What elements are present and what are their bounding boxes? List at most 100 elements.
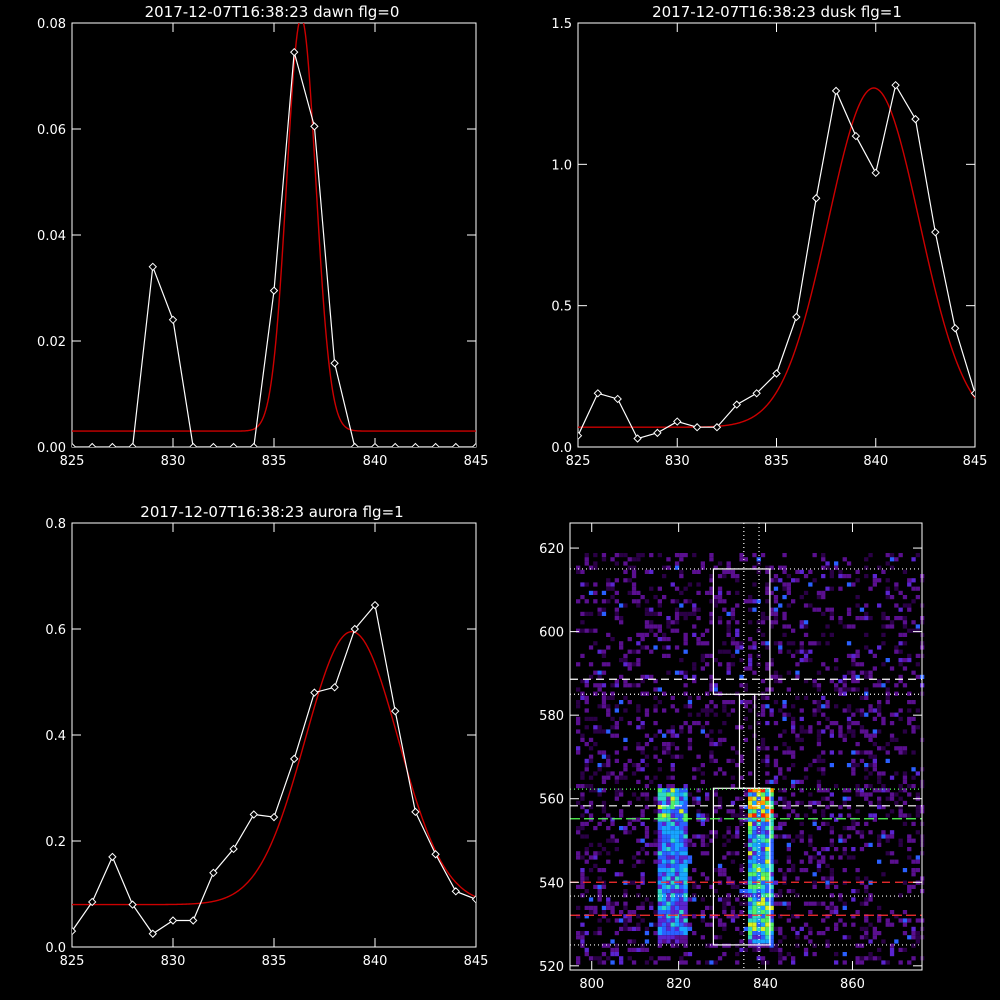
heatmap-pixel	[683, 872, 688, 877]
heatmap-pixel	[821, 704, 826, 709]
heatmap-pixel	[722, 943, 727, 948]
heatmap-pixel	[722, 842, 727, 847]
heatmap-pixel	[855, 708, 860, 713]
heatmap-pixel	[722, 952, 727, 957]
heatmap-pixel	[606, 897, 611, 902]
heatmap-pixel	[705, 922, 710, 927]
heatmap-pixel	[902, 931, 908, 936]
aurora-xtick-label: 835	[262, 954, 287, 969]
heatmap-pixel	[739, 939, 744, 944]
heatmap-pixel	[915, 725, 920, 730]
heatmap-pixel	[803, 603, 809, 608]
heatmap-pixel	[730, 758, 736, 763]
heatmap-pixel	[881, 872, 886, 877]
heatmap-pixel	[627, 817, 632, 822]
aurora-panel: 2017-12-07T16:38:23 aurora flg=1 825 830 8…	[45, 503, 488, 969]
heatmap-pixel	[627, 578, 632, 583]
heatmap-pixel	[885, 590, 890, 595]
heatmap-pixel	[821, 767, 826, 772]
heatmap-pixel	[683, 800, 688, 805]
heatmap-pixel	[748, 821, 753, 826]
heatmap-pixel	[666, 788, 671, 793]
heatmap-pixel	[683, 943, 688, 948]
heatmap-pixel	[885, 838, 890, 843]
heatmap-pixel	[623, 679, 628, 684]
heatmap-pixel	[597, 687, 602, 692]
heatmap-pixel	[769, 910, 774, 915]
heatmap-pixel	[778, 834, 783, 839]
heatmap-pixel	[576, 784, 581, 789]
heatmap-pixel	[593, 561, 598, 566]
heatmap-pixel	[700, 632, 705, 637]
heatmap-pixel	[864, 842, 869, 847]
heatmap-pixel	[709, 586, 714, 591]
heatmap-pixel	[799, 569, 804, 574]
heatmap-pixel	[662, 901, 667, 906]
heatmap-pixel	[601, 590, 607, 595]
heatmap-pixel	[791, 578, 796, 583]
heatmap-pixel	[855, 603, 860, 608]
heatmap-pixel	[657, 796, 662, 801]
heatmap-pixel	[601, 779, 607, 784]
heatmap-pixel	[606, 905, 611, 910]
heatmap-pixel	[842, 679, 847, 684]
heatmap-pixel	[748, 834, 753, 839]
heatmap-pixel	[851, 729, 856, 734]
heatmap-pixel	[915, 859, 920, 864]
heatmap-pixel	[619, 918, 624, 923]
heatmap-pixel	[726, 897, 731, 902]
dusk-xtick-label: 845	[963, 454, 988, 469]
heatmap-pixel	[803, 632, 809, 637]
heatmap-pixel	[877, 645, 882, 650]
heatmap-pixel	[825, 876, 830, 881]
heatmap-pixel	[756, 830, 761, 835]
heatmap-pixel	[657, 792, 662, 797]
heatmap-pixel	[765, 943, 770, 948]
heatmap-pixel	[894, 557, 899, 562]
heatmap-pixel	[889, 922, 895, 927]
heatmap-pixel	[662, 918, 667, 923]
heatmap-pixel	[868, 792, 873, 797]
heatmap-pixel	[674, 817, 680, 822]
heatmap-pixel	[666, 838, 671, 843]
heatmap-pixel	[872, 767, 877, 772]
heatmap-pixel	[692, 834, 697, 839]
heatmap-pixel	[610, 821, 615, 826]
heatmap-pixel	[670, 725, 675, 730]
heatmap-pixel	[576, 826, 581, 831]
heatmap-pixel	[584, 553, 589, 558]
heatmap-pixel	[760, 918, 766, 923]
heatmap-pixel	[825, 641, 830, 646]
heatmap-pixel	[717, 737, 723, 742]
heatmap-pixel	[670, 830, 675, 835]
heatmap-pixel	[666, 796, 671, 801]
heatmap-pixel	[627, 683, 632, 688]
heatmap-pixel	[606, 813, 611, 818]
heatmap-pixel	[907, 582, 912, 587]
heatmap-pixel	[760, 792, 766, 797]
heatmap-pixel	[588, 855, 594, 860]
heatmap-pixel	[902, 624, 908, 629]
heatmap-pixel	[580, 796, 585, 801]
heatmap-pixel	[700, 565, 705, 570]
heatmap-pixel	[636, 779, 641, 784]
heatmap-pixel	[855, 687, 860, 692]
heatmap-pixel	[868, 842, 873, 847]
heatmap-pixel	[760, 641, 766, 646]
heatmap-pixel	[851, 721, 856, 726]
heatmap-pixel	[889, 947, 895, 952]
heatmap-pixel	[644, 947, 650, 952]
heatmap-pixel	[911, 725, 916, 730]
heatmap-pixel	[674, 893, 680, 898]
heatmap-pixel	[864, 897, 869, 902]
heatmap-pixel	[644, 645, 650, 650]
heatmap-pixel	[842, 574, 847, 579]
heatmap-pixel	[717, 922, 723, 927]
heatmap-pixel	[683, 674, 688, 679]
heatmap-pixel	[657, 553, 662, 558]
heatmap-pixel	[623, 695, 628, 700]
heatmap-pixel	[670, 792, 675, 797]
heatmap-pixel	[683, 897, 688, 902]
heatmap-pixel	[859, 788, 865, 793]
heatmap-pixel	[670, 813, 675, 818]
